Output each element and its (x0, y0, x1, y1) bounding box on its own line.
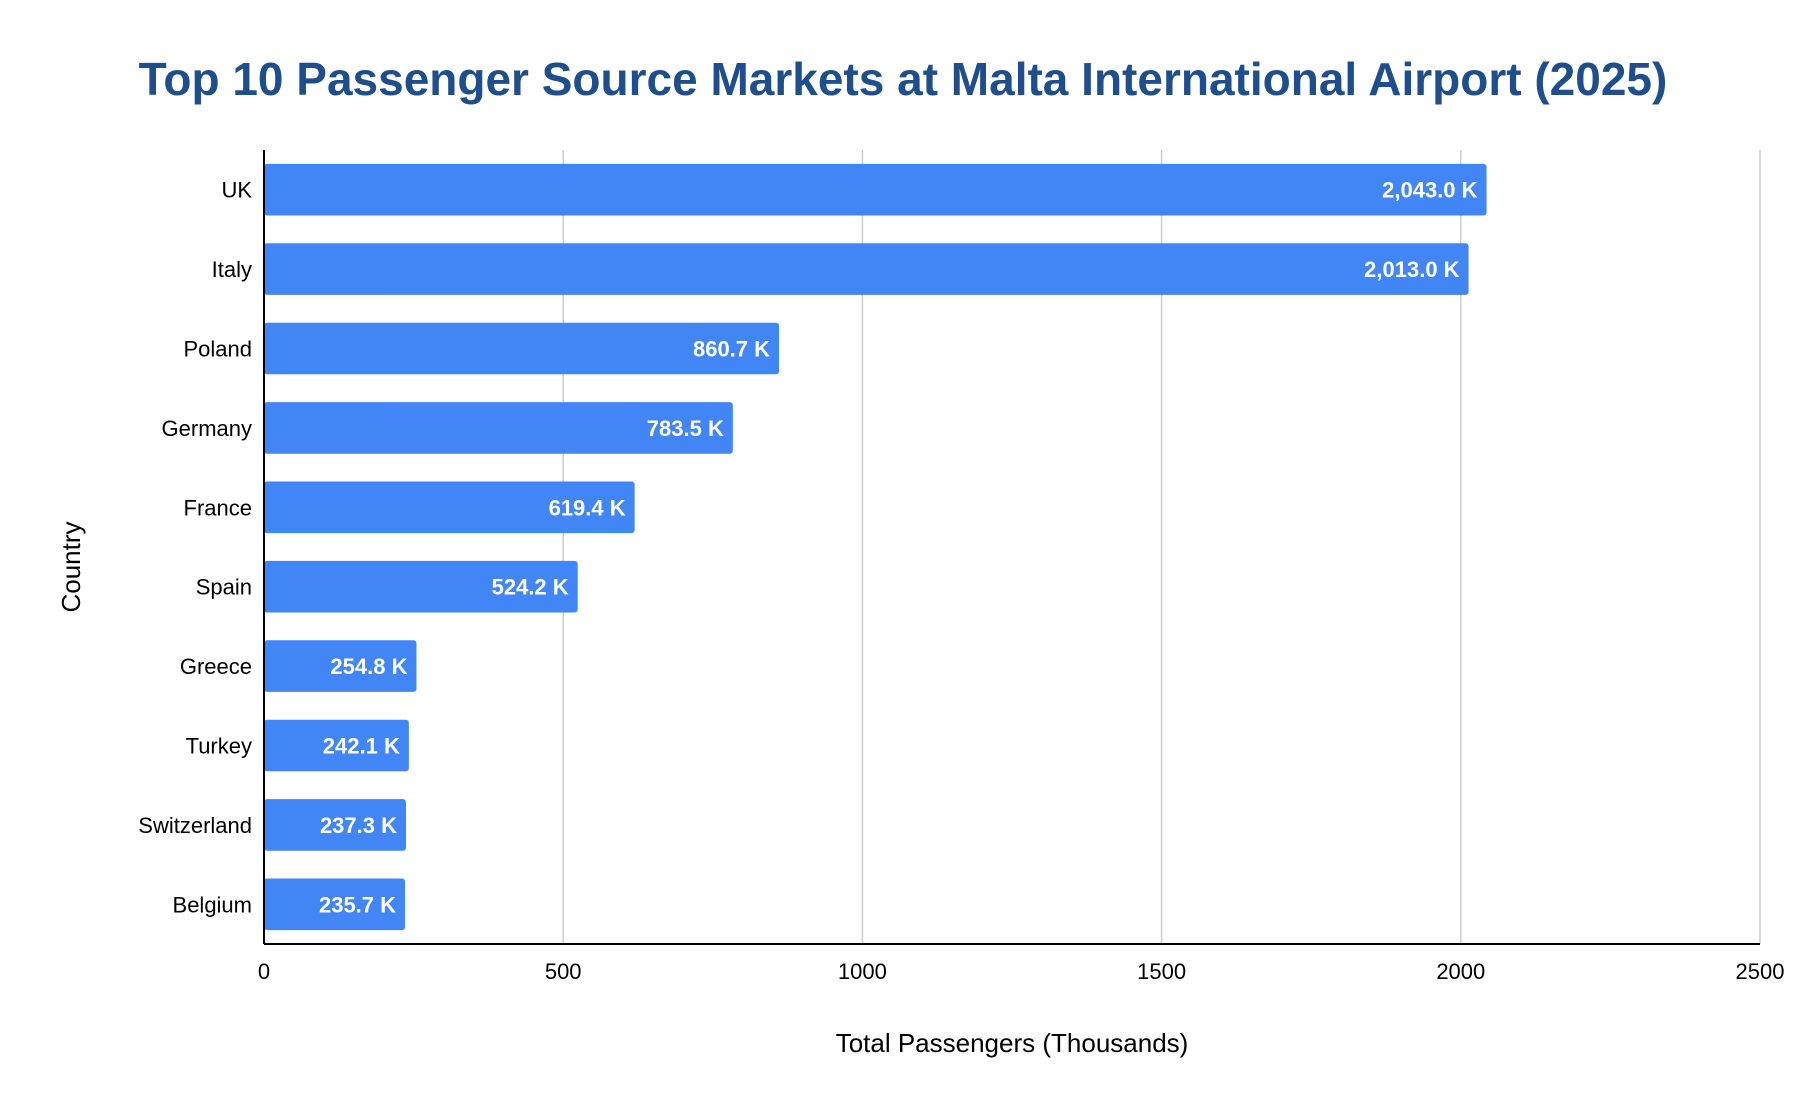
bar (264, 163, 1487, 216)
bar (264, 322, 780, 375)
x-tick-label: 1500 (1137, 959, 1186, 984)
chart-title: Top 10 Passenger Source Markets at Malta… (138, 53, 1668, 105)
x-tick-label: 1000 (838, 959, 887, 984)
x-tick-label: 2500 (1736, 959, 1785, 984)
y-tick-label: Poland (183, 337, 252, 362)
bar (264, 402, 733, 454)
x-axis-title: Total Passengers (Thousands) (836, 1028, 1189, 1058)
y-axis-title: Country (56, 521, 86, 612)
data-label: 619.4 K (549, 495, 626, 520)
axes (263, 150, 1760, 945)
y-tick-label: France (184, 495, 252, 520)
x-tick-label: 0 (258, 959, 270, 984)
bar (264, 640, 417, 692)
data-label: 2,043.0 K (1382, 178, 1478, 203)
y-tick-label: Greece (180, 654, 252, 679)
data-label: 860.7 K (693, 337, 770, 362)
y-tick-label: UK (221, 178, 252, 203)
y-tick-label: Turkey (186, 734, 252, 759)
data-label: 237.3 K (320, 813, 397, 838)
bars (264, 163, 1487, 931)
data-label: 2,013.0 K (1364, 257, 1460, 282)
bar (264, 878, 406, 931)
y-tick-label: Italy (212, 257, 252, 282)
x-tick-label: 2000 (1436, 959, 1485, 984)
bar (264, 243, 1469, 295)
y-tick-label: Switzerland (138, 813, 252, 838)
data-label: 524.2 K (492, 575, 569, 600)
y-tick-label: Germany (162, 416, 252, 441)
data-label: 783.5 K (647, 416, 724, 441)
bar (264, 719, 409, 772)
data-label: 235.7 K (319, 892, 396, 917)
data-label: 242.1 K (323, 734, 400, 759)
y-tick-label: Spain (196, 575, 252, 600)
bar (264, 799, 407, 851)
y-tick-label: Belgium (173, 892, 252, 917)
data-label: 254.8 K (330, 654, 407, 679)
bar (264, 560, 578, 613)
x-tick-label: 500 (545, 959, 582, 984)
labels: 0 500 1000 1500 2000 2500 UK 2,043.0 K Italy 2,01… (138, 178, 1784, 984)
bar (264, 481, 635, 534)
